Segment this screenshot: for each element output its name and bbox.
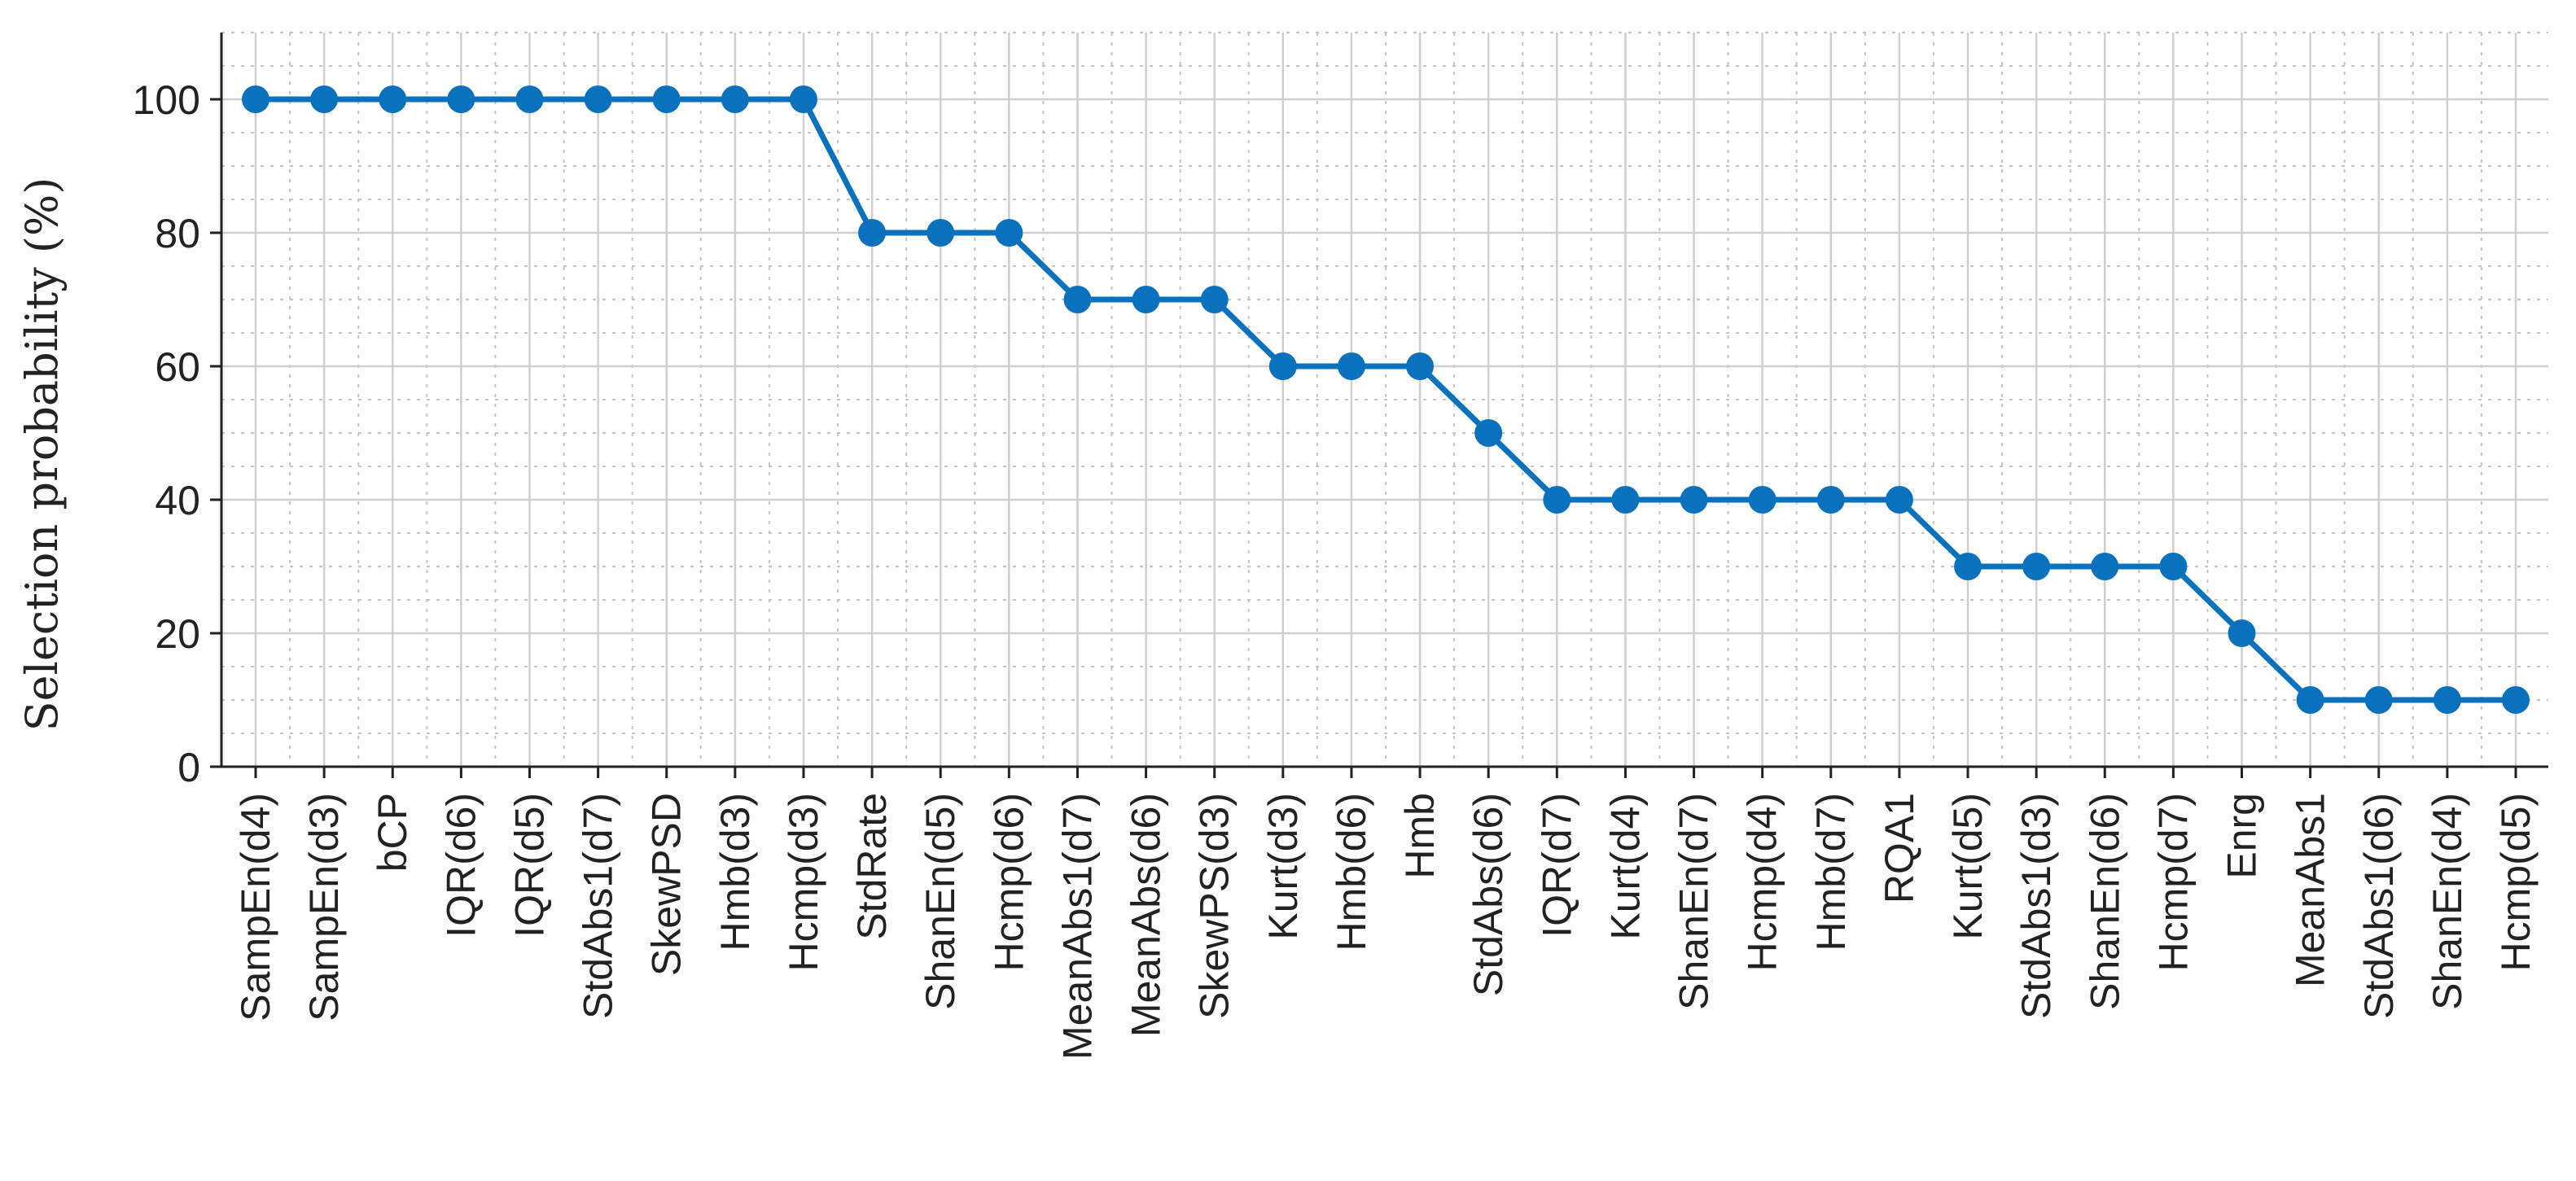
x-tick-label: Hcmp(d5) [2493,793,2539,971]
x-tick-label: MeanAbs1 [2288,793,2333,987]
data-point [2433,686,2461,714]
y-tick-label: 60 [155,344,200,390]
data-point [1406,352,1435,380]
data-point [310,85,339,113]
x-tick-label: Hcmp(d6) [986,793,1032,971]
x-tick-label: Hcmp(d3) [781,793,826,971]
data-point [447,85,475,113]
x-tick-label: MeanAbs1(d7) [1054,793,1100,1060]
data-point [2022,553,2051,580]
data-point [584,85,612,113]
x-tick-label: StdRate [849,793,895,940]
x-tick-label: IQR(d7) [1534,793,1579,938]
series-line [256,96,2516,703]
axes [210,33,2548,778]
data-point [242,85,269,113]
data-point [2091,553,2119,580]
data-point [379,85,407,113]
x-tick-label: Enrg [2219,793,2265,879]
data-point [1063,286,1092,313]
data-point [2159,553,2188,580]
x-tick-label: Hcmp(d4) [1740,793,1785,971]
data-point [1132,286,1160,313]
data-point [789,85,817,113]
x-tick-label: SkewPSD [644,793,690,976]
x-tick-label: StdAbs(d6) [1465,793,1511,996]
x-tick-label: Hmb [1397,793,1443,879]
data-point [927,219,955,247]
y-tick-label: 40 [155,478,200,523]
x-tick-label: ShanEn(d6) [2082,793,2127,1010]
series [242,85,2530,714]
data-point [721,85,749,113]
grid [221,32,2548,767]
x-tick-label: IQR(d6) [438,793,484,938]
x-tick-label: Kurt(d4) [1602,793,1648,940]
data-point [2296,686,2324,714]
x-tick-label: SkewPS(d3) [1192,793,1238,1019]
x-tick-label: SampEn(d3) [301,793,347,1021]
data-point [2502,686,2530,714]
y-axis-label: Selection probability (%) [16,177,68,732]
data-point [1611,486,1640,514]
x-tick-label: ShanEn(d4) [2425,793,2470,1010]
x-tick-label: ShanEn(d7) [1671,793,1717,1010]
x-tick-label: Kurt(d3) [1260,793,1306,940]
data-point [1680,486,1708,514]
x-tick-label: StdAbs1(d3) [2013,793,2059,1019]
data-point [995,219,1023,247]
data-point [1954,553,1982,580]
x-tick-label: bCP [370,793,415,872]
y-tick-label: 80 [155,211,200,256]
x-tick-label: Hmb(d7) [1808,793,1854,951]
x-tick-label: SampEn(d4) [233,793,278,1021]
labels: 0 20 40 60 80 100 SampEn(d4) SampEn(d3) bCP IQR(d… [133,77,2539,1060]
x-tick-label: RQA1 [1877,793,1922,903]
y-tick-label: 0 [177,745,200,790]
x-tick-label: IQR(d5) [506,793,552,938]
data-point [652,85,681,113]
data-point [1748,486,1776,514]
data-point [1268,352,1297,380]
data-point [1474,419,1503,447]
x-tick-label: Hcmp(d7) [2150,793,2196,971]
x-tick-label: ShanEn(d5) [918,793,963,1010]
x-tick-label: StdAbs1(d6) [2356,793,2402,1019]
data-point [858,219,887,247]
data-point [1885,486,1913,514]
data-point [2228,619,2256,647]
data-point [2364,686,2393,714]
y-tick-label: 20 [155,611,200,657]
data-point [1200,286,1229,313]
x-tick-label: MeanAbs(d6) [1124,793,1169,1037]
x-tick-label: Hmb(d6) [1329,793,1374,951]
y-tick-label: 100 [133,77,200,123]
data-point [1816,486,1845,514]
x-tick-label: Kurt(d5) [1945,793,1991,940]
data-point [1543,486,1571,514]
data-point [515,85,544,113]
x-tick-label: Hmb(d3) [712,793,758,951]
x-tick-label: StdAbs1(d7) [576,793,621,1019]
data-point [1337,352,1365,380]
